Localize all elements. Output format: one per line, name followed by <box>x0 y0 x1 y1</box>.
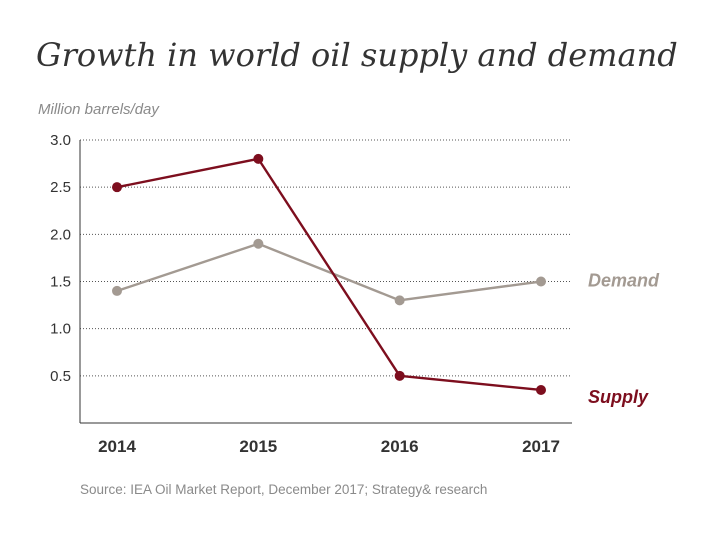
y-tick-label: 2.5 <box>50 179 71 196</box>
demand-series-label: Demand <box>588 271 660 291</box>
y-tick-label: 1.0 <box>50 321 71 338</box>
supply-point <box>394 370 405 381</box>
supply-point <box>253 153 264 164</box>
x-tick-label: 2016 <box>381 437 419 456</box>
supply-series-line <box>115 157 543 392</box>
y-axis-unit-label: Million barrels/day <box>38 101 159 118</box>
demand-point <box>112 285 122 296</box>
x-tick-label: 2015 <box>239 437 277 456</box>
demand-point <box>253 238 264 249</box>
series <box>112 153 546 395</box>
chart-title: Growth in world oil supply and demand <box>36 36 678 74</box>
source-note: Source: IEA Oil Market Report, December … <box>80 482 488 497</box>
y-tick-label: 3.0 <box>50 132 71 149</box>
grid-lines <box>80 139 572 377</box>
y-tick-labels: 3.0 2.5 2.0 1.5 1.0 0.5 <box>50 132 71 385</box>
x-tick-label: 2017 <box>522 437 560 456</box>
supply-series-label: Supply <box>588 387 649 407</box>
y-tick-label: 1.5 <box>50 274 71 291</box>
supply-point <box>112 182 122 193</box>
demand-point <box>394 295 405 306</box>
series-labels: Demand Supply <box>588 271 660 407</box>
x-tick-labels: 2014 2015 2016 2017 <box>98 437 560 456</box>
x-tick-label: 2014 <box>98 437 136 456</box>
supply-point <box>536 384 546 395</box>
y-tick-label: 2.0 <box>50 226 71 243</box>
axes <box>79 140 572 424</box>
demand-series-line <box>115 242 543 302</box>
demand-point <box>536 276 546 287</box>
y-tick-label: 0.5 <box>50 368 71 385</box>
